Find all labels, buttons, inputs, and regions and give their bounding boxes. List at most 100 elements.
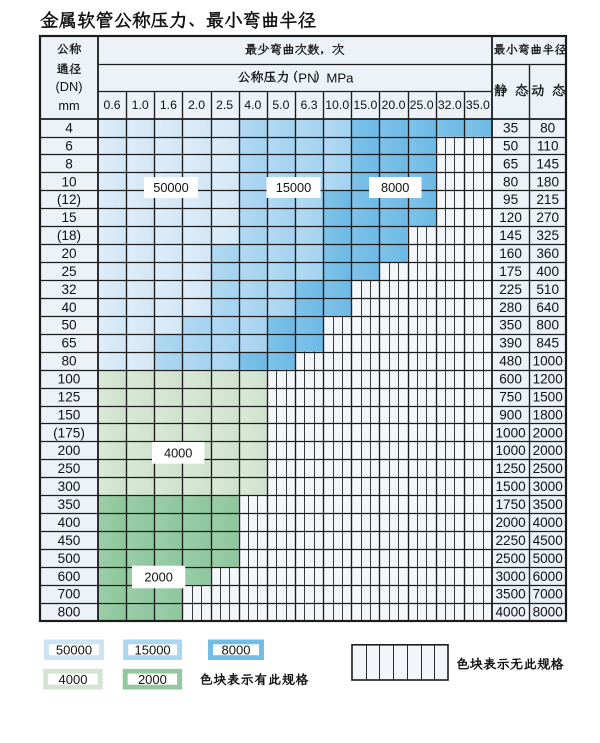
- svg-text:50000: 50000: [56, 642, 92, 657]
- svg-text:2.0: 2.0: [188, 98, 205, 112]
- svg-text:80: 80: [61, 354, 77, 369]
- svg-text:32.0: 32.0: [438, 98, 462, 112]
- svg-text:1000: 1000: [495, 443, 526, 458]
- svg-text:350: 350: [58, 497, 81, 512]
- svg-text:1500: 1500: [495, 479, 526, 494]
- svg-text:1250: 1250: [495, 461, 526, 476]
- svg-text:145: 145: [536, 156, 559, 171]
- svg-text:4: 4: [65, 121, 73, 136]
- svg-text:35: 35: [503, 121, 518, 136]
- svg-text:2500: 2500: [495, 551, 526, 566]
- svg-text:2000: 2000: [495, 515, 526, 530]
- svg-text:80: 80: [503, 174, 519, 189]
- svg-text:2500: 2500: [533, 461, 564, 476]
- svg-text:2000: 2000: [533, 443, 564, 458]
- svg-text:80: 80: [540, 121, 556, 136]
- svg-text:15000: 15000: [135, 642, 171, 657]
- svg-text:100: 100: [58, 372, 81, 387]
- svg-text:640: 640: [536, 300, 559, 315]
- svg-text:700: 700: [58, 587, 81, 602]
- svg-text:500: 500: [58, 551, 81, 566]
- svg-text:8000: 8000: [533, 605, 564, 620]
- svg-text:325: 325: [536, 228, 559, 243]
- svg-text:400: 400: [536, 264, 559, 279]
- svg-text:mm: mm: [58, 98, 79, 113]
- svg-text:20.0: 20.0: [382, 98, 406, 112]
- svg-text:1500: 1500: [533, 389, 564, 404]
- svg-text:(175): (175): [53, 425, 85, 440]
- svg-text:50000: 50000: [153, 180, 189, 195]
- svg-text:1200: 1200: [533, 372, 564, 387]
- svg-text:50: 50: [503, 138, 519, 153]
- svg-text:160: 160: [499, 246, 522, 261]
- svg-text:215: 215: [536, 192, 559, 207]
- svg-text:2000: 2000: [144, 570, 172, 585]
- svg-text:6.3: 6.3: [301, 98, 318, 112]
- svg-text:225: 225: [499, 282, 522, 297]
- svg-text:1800: 1800: [533, 407, 564, 422]
- svg-text:5.0: 5.0: [272, 98, 289, 112]
- svg-text:MPa: MPa: [326, 70, 354, 85]
- svg-text:4500: 4500: [533, 533, 564, 548]
- svg-text:(12): (12): [57, 192, 81, 207]
- svg-text:50: 50: [61, 318, 77, 333]
- svg-text:145: 145: [499, 228, 522, 243]
- svg-text:1000: 1000: [495, 425, 526, 440]
- svg-text:20: 20: [61, 246, 77, 261]
- svg-text:0.6: 0.6: [104, 98, 121, 112]
- svg-text:400: 400: [58, 515, 81, 530]
- svg-text:2250: 2250: [495, 533, 526, 548]
- svg-text:750: 750: [499, 389, 522, 404]
- svg-text:180: 180: [536, 174, 559, 189]
- svg-text:8000: 8000: [381, 180, 409, 195]
- svg-text:4000: 4000: [164, 446, 192, 461]
- svg-text:200: 200: [58, 443, 81, 458]
- svg-text:10.0: 10.0: [325, 98, 349, 112]
- svg-text:175: 175: [499, 264, 522, 279]
- svg-text:450: 450: [58, 533, 81, 548]
- svg-text:32: 32: [61, 282, 76, 297]
- svg-text:120: 120: [499, 210, 522, 225]
- svg-text:35.0: 35.0: [466, 98, 490, 112]
- svg-text:2000: 2000: [138, 672, 167, 687]
- svg-text:3000: 3000: [495, 569, 526, 584]
- svg-text:845: 845: [536, 336, 559, 351]
- svg-text:600: 600: [499, 372, 522, 387]
- svg-text:110: 110: [537, 138, 559, 153]
- svg-text:6: 6: [65, 138, 73, 153]
- svg-text:3500: 3500: [495, 587, 526, 602]
- svg-text:300: 300: [58, 479, 81, 494]
- svg-text:10: 10: [61, 174, 77, 189]
- svg-text:1.0: 1.0: [132, 98, 149, 112]
- svg-text:360: 360: [536, 246, 559, 261]
- svg-text:250: 250: [58, 461, 81, 476]
- svg-text:1.6: 1.6: [160, 98, 177, 112]
- svg-text:15.0: 15.0: [353, 98, 377, 112]
- svg-text:65: 65: [61, 336, 76, 351]
- svg-text:7000: 7000: [533, 587, 564, 602]
- svg-text:3000: 3000: [533, 479, 564, 494]
- svg-text:800: 800: [536, 318, 559, 333]
- svg-text:390: 390: [499, 336, 522, 351]
- svg-text:480: 480: [499, 354, 522, 369]
- svg-text:(DN): (DN): [55, 79, 82, 94]
- svg-text:8000: 8000: [222, 642, 251, 657]
- svg-text:8: 8: [65, 156, 73, 171]
- svg-text:1000: 1000: [533, 354, 564, 369]
- svg-text:4000: 4000: [59, 672, 88, 687]
- svg-text:95: 95: [503, 192, 518, 207]
- svg-text:25.0: 25.0: [410, 98, 434, 112]
- svg-text:4.0: 4.0: [244, 98, 261, 112]
- svg-text:900: 900: [499, 407, 522, 422]
- svg-text:3500: 3500: [533, 497, 564, 512]
- svg-text:4000: 4000: [495, 605, 526, 620]
- svg-text:2000: 2000: [533, 425, 564, 440]
- svg-text:350: 350: [499, 318, 522, 333]
- svg-text:65: 65: [503, 156, 518, 171]
- svg-text:5000: 5000: [533, 551, 564, 566]
- svg-text:6000: 6000: [533, 569, 564, 584]
- svg-text:270: 270: [536, 210, 559, 225]
- svg-text:40: 40: [61, 300, 77, 315]
- svg-text:125: 125: [58, 389, 81, 404]
- svg-text:150: 150: [58, 407, 81, 422]
